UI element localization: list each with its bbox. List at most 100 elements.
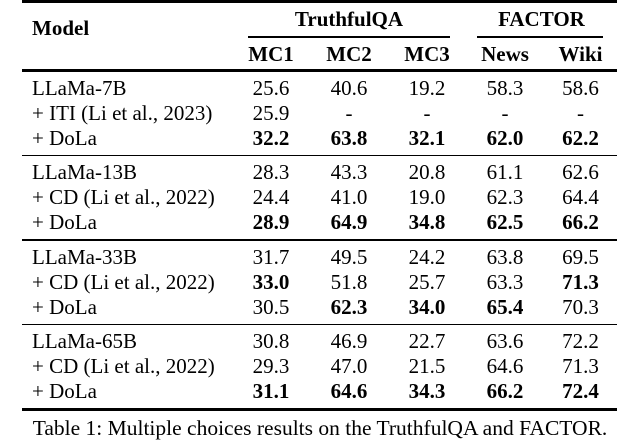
value-cell: 62.3	[330, 294, 368, 319]
cmidrule-factor	[477, 36, 603, 38]
value-cell: 64.6	[486, 354, 524, 378]
table-row: LLaMa-13B 28.3 43.3 20.8 61.1 62.6	[22, 160, 617, 185]
column-group-truthfulqa: TruthfulQA	[294, 7, 404, 31]
table-header: Model TruthfulQA FACTOR MC1 MC2 MC3 News…	[22, 3, 617, 69]
value-cell: 32.1	[408, 125, 446, 150]
value-cell: 65.4	[486, 294, 524, 319]
value-cell: 30.8	[252, 329, 290, 353]
value-cell: -	[501, 100, 509, 125]
value-cell: 34.0	[408, 294, 446, 319]
value-cell: 24.2	[408, 244, 446, 269]
model-group: LLaMa-13B 28.3 43.3 20.8 61.1 62.6 + CD (Li et…	[22, 156, 617, 239]
value-cell: 34.3	[408, 379, 446, 403]
value-cell: 70.3	[562, 294, 599, 319]
table-body: LLaMa-7B 25.6 40.6 19.2 58.3 58.6 + ITI (Li et…	[22, 72, 617, 409]
value-cell: 31.7	[252, 244, 290, 269]
value-cell: 62.5	[486, 210, 524, 234]
value-cell: 46.9	[330, 329, 368, 353]
value-cell: 71.3	[562, 269, 599, 294]
column-header-mc3: MC3	[404, 42, 450, 66]
model-name-cell: + CD (Li et al., 2022)	[32, 354, 215, 378]
column-header-wiki: Wiki	[558, 42, 603, 66]
value-cell: 63.8	[330, 125, 368, 150]
model-name-cell: LLaMa-13B	[32, 160, 137, 184]
value-cell: 72.2	[562, 329, 599, 353]
group-separator-rule	[22, 239, 617, 241]
model-group: LLaMa-65B 30.8 46.9 22.7 63.6 72.2 + CD (Li et…	[22, 325, 617, 408]
table-top-rule	[22, 0, 617, 3]
model-name-cell: + CD (Li et al., 2022)	[32, 185, 215, 209]
table-bottom-rule	[22, 408, 617, 411]
group-separator-rule	[22, 323, 617, 325]
value-cell: 61.1	[486, 160, 524, 184]
value-cell: 47.0	[330, 354, 368, 378]
model-name-cell: + DoLa	[32, 294, 97, 319]
value-cell: 62.6	[562, 160, 599, 184]
column-header-mc2: MC2	[326, 42, 372, 66]
value-cell: 49.5	[330, 244, 368, 269]
model-name-cell: + DoLa	[32, 210, 97, 234]
value-cell: 20.8	[408, 160, 446, 184]
value-cell: 22.7	[408, 329, 446, 353]
value-cell: 64.4	[562, 185, 599, 209]
table-row: + CD (Li et al., 2022) 24.4 41.0 19.0 62.3 64…	[22, 185, 617, 210]
value-cell: 66.2	[562, 210, 599, 234]
value-cell: 24.4	[252, 185, 290, 209]
table-row: + DoLa 32.2 63.8 32.1 62.0 62.2	[22, 126, 617, 151]
table-row: + CD (Li et al., 2022) 29.3 47.0 21.5 64.6 71…	[22, 354, 617, 379]
table-row: + DoLa 31.1 64.6 34.3 66.2 72.4	[22, 379, 617, 404]
value-cell: 25.7	[408, 269, 446, 294]
header-bottom-rule	[22, 69, 617, 72]
value-cell: 64.6	[330, 379, 368, 403]
table-row: + CD (Li et al., 2022) 33.0 51.8 25.7 63.3 71…	[22, 270, 617, 295]
value-cell: 72.4	[562, 379, 599, 403]
value-cell: 62.2	[562, 125, 599, 150]
table-row: + ITI (Li et al., 2023) 25.9 - - - -	[22, 101, 617, 126]
model-name-cell: + DoLa	[32, 379, 97, 403]
value-cell: 29.3	[252, 354, 290, 378]
model-group: LLaMa-7B 25.6 40.6 19.2 58.3 58.6 + ITI (Li et…	[22, 72, 617, 155]
value-cell: 63.8	[486, 244, 524, 269]
table-caption: Table 1: Multiple choices results on the…	[32, 416, 608, 440]
value-cell: 71.3	[562, 354, 599, 378]
value-cell: 51.8	[330, 269, 368, 294]
value-cell: -	[577, 100, 584, 125]
value-cell: 58.6	[562, 75, 599, 100]
column-header-mc1: MC1	[248, 42, 294, 66]
value-cell: 28.9	[252, 210, 290, 234]
value-cell: -	[423, 100, 431, 125]
value-cell: 62.0	[486, 125, 524, 150]
table-row: + DoLa 30.5 62.3 34.0 65.4 70.3	[22, 295, 617, 320]
table-row: LLaMa-7B 25.6 40.6 19.2 58.3 58.6	[22, 76, 617, 101]
value-cell: 43.3	[330, 160, 368, 184]
value-cell: 69.5	[562, 244, 599, 269]
value-cell: 19.2	[408, 75, 446, 100]
value-cell: 63.6	[486, 329, 524, 353]
value-cell: -	[345, 100, 353, 125]
value-cell: 62.3	[486, 185, 524, 209]
value-cell: 31.1	[252, 379, 290, 403]
value-cell: 34.8	[408, 210, 446, 234]
value-cell: 19.0	[408, 185, 446, 209]
value-cell: 41.0	[330, 185, 368, 209]
model-group: LLaMa-33B 31.7 49.5 24.2 63.8 69.5 + CD (Li et…	[22, 241, 617, 324]
value-cell: 21.5	[408, 354, 446, 378]
table-row: LLaMa-65B 30.8 46.9 22.7 63.6 72.2	[22, 329, 617, 354]
value-cell: 25.9	[252, 100, 290, 125]
results-table: Model TruthfulQA FACTOR MC1 MC2 MC3 News…	[22, 0, 617, 411]
table-row: LLaMa-33B 31.7 49.5 24.2 63.8 69.5	[22, 245, 617, 270]
value-cell: 64.9	[330, 210, 368, 234]
model-name-cell: + ITI (Li et al., 2023)	[32, 100, 213, 125]
column-header-news: News	[481, 42, 529, 66]
value-cell: 33.0	[252, 269, 290, 294]
model-name-cell: LLaMa-33B	[32, 244, 137, 269]
model-name-cell: LLaMa-7B	[32, 75, 127, 100]
cmidrule-truthfulqa	[248, 36, 450, 38]
column-group-factor: FACTOR	[498, 7, 585, 31]
value-cell: 66.2	[486, 379, 524, 403]
group-separator-rule	[22, 154, 617, 156]
value-cell: 28.3	[252, 160, 290, 184]
value-cell: 63.3	[486, 269, 524, 294]
model-name-cell: + CD (Li et al., 2022)	[32, 269, 215, 294]
